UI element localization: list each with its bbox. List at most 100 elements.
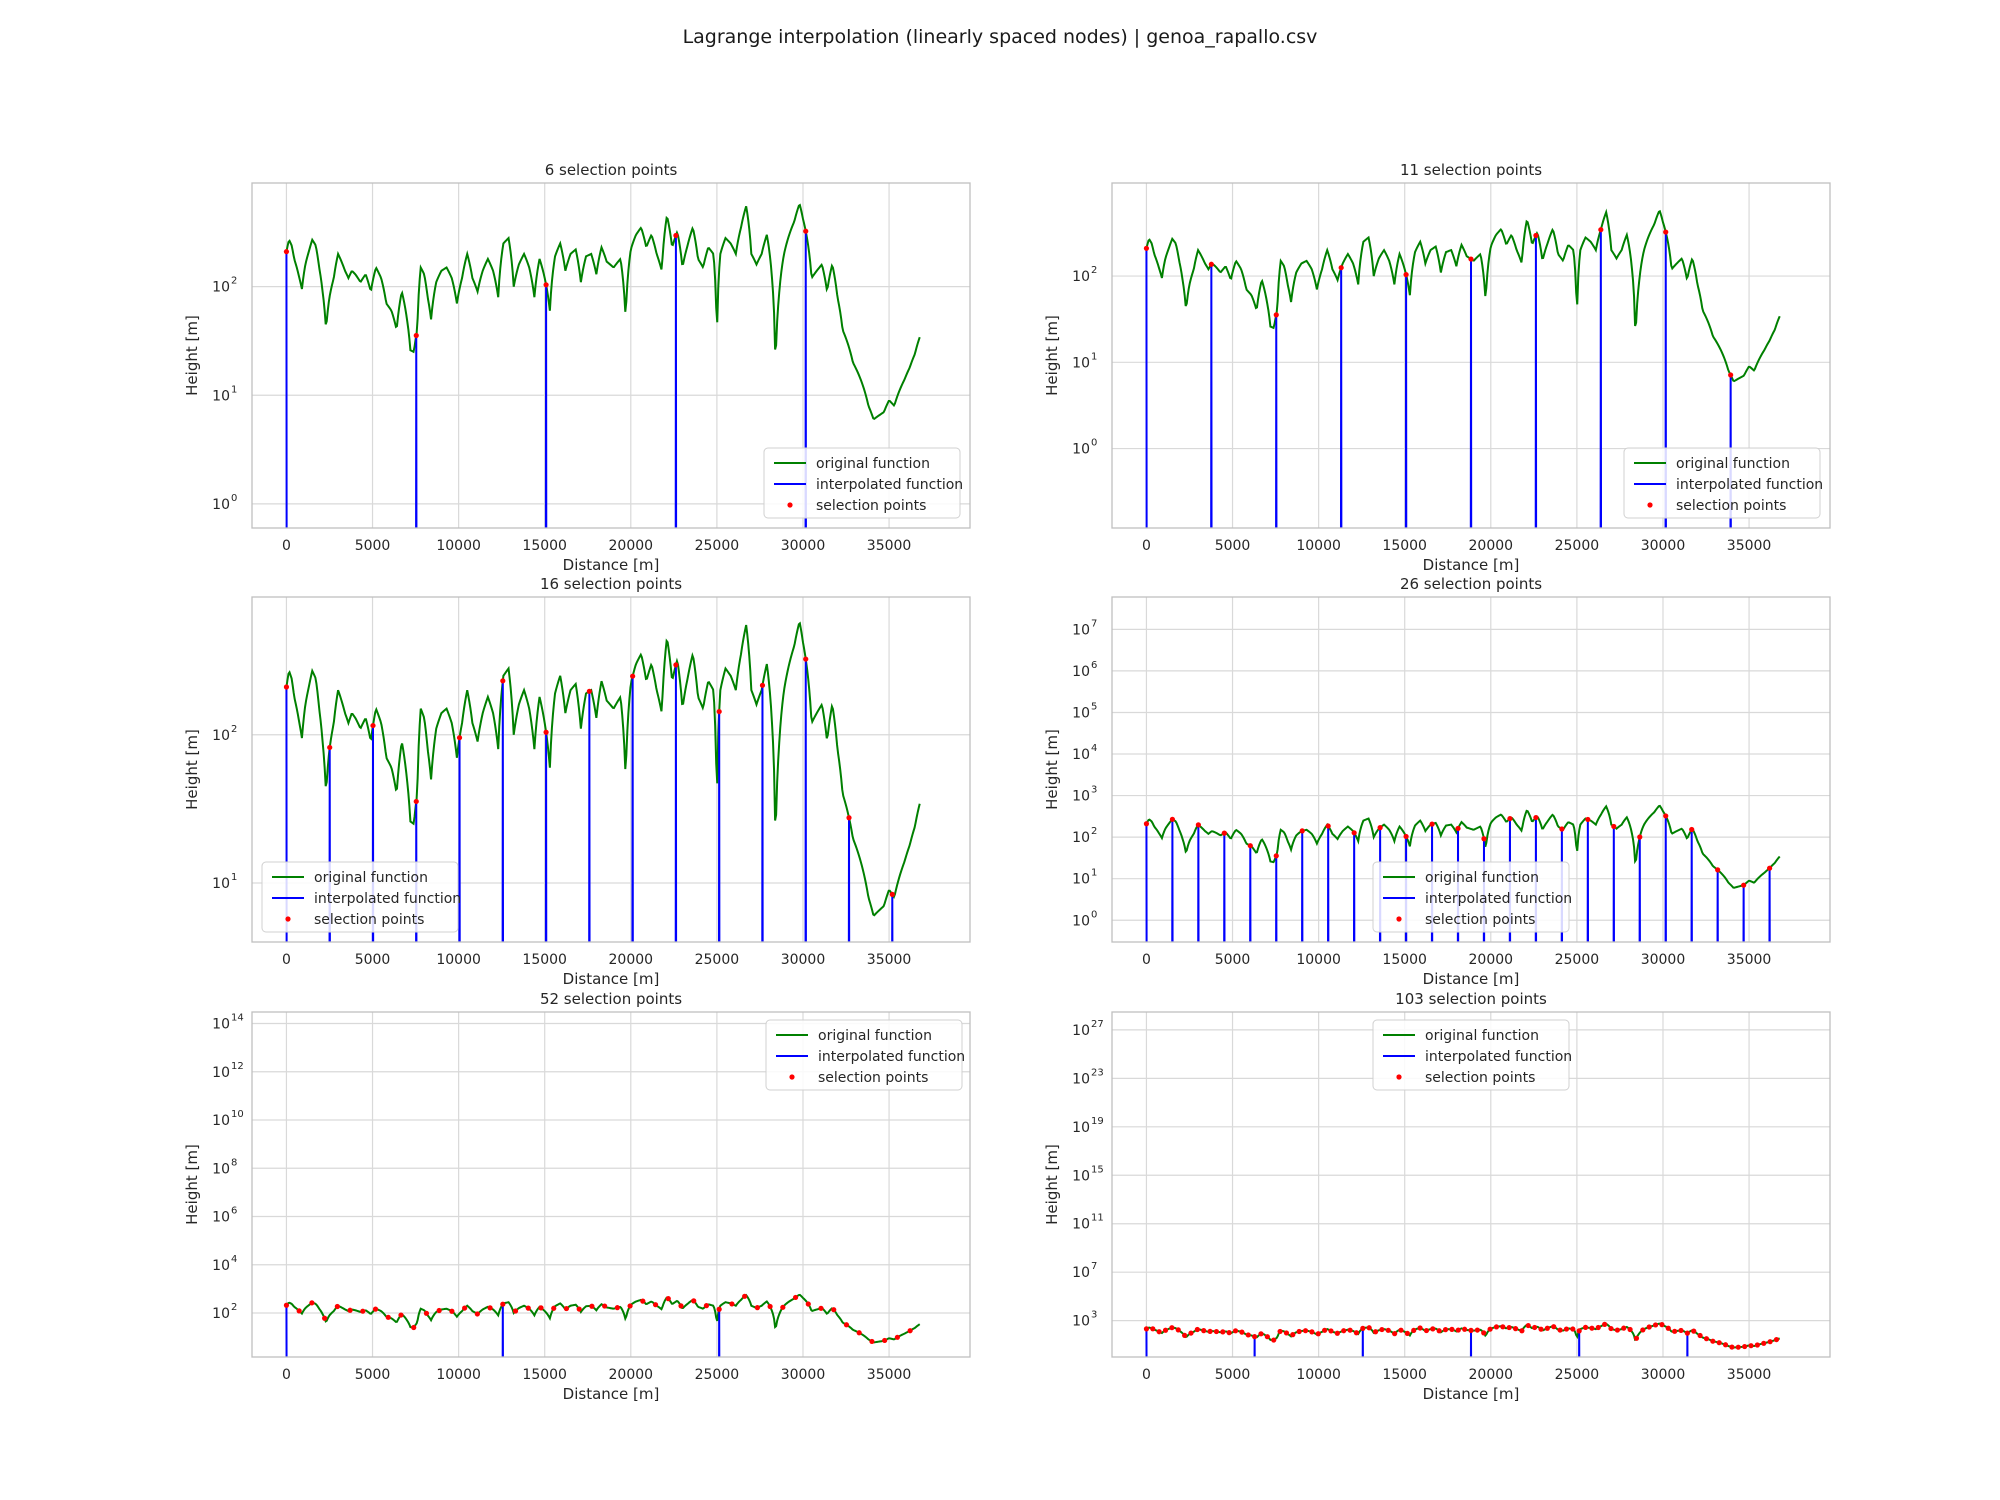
selection-point: [1533, 814, 1539, 821]
selection-point: [1487, 1326, 1493, 1332]
x-tick-label: 25000: [695, 952, 740, 968]
selection-point: [1182, 1332, 1188, 1339]
y-tick-exponent: 19: [1091, 1116, 1104, 1127]
selection-point: [1710, 1338, 1716, 1344]
x-tick-label: 25000: [695, 1367, 740, 1383]
selection-point: [1621, 1325, 1627, 1331]
axes-frame: [1111, 182, 1831, 529]
x-tick-label: 35000: [1727, 538, 1772, 554]
plot-area: [1143, 208, 1781, 528]
legend: original function interpolated function se…: [1623, 447, 1823, 519]
selection-point: [1385, 1327, 1391, 1333]
selection-point: [1767, 1339, 1773, 1345]
y-tick-exponent: 3: [1091, 1310, 1097, 1321]
legend-label: selection points: [1425, 1070, 1535, 1086]
selection-point: [1493, 1324, 1500, 1330]
selection-point: [1735, 1344, 1741, 1350]
x-tick-label: 5000: [355, 538, 391, 554]
selection-point: [1252, 1334, 1258, 1340]
y-tick-label: 10: [212, 1017, 230, 1033]
selection-point: [1741, 882, 1747, 888]
selection-point: [933, 0, 938, 3]
selection-point: [1220, 1329, 1226, 1335]
y-tick-exponent: 5: [1091, 701, 1097, 712]
selection-point: [1507, 815, 1513, 822]
x-tick-label: 0: [1142, 1367, 1151, 1383]
selection-point: [525, 1305, 531, 1311]
selection-point: [627, 1303, 633, 1309]
selection-point: [462, 1305, 468, 1311]
selection-point: [1449, 1326, 1455, 1332]
selection-point: [602, 1303, 608, 1309]
selection-point: [1296, 1328, 1302, 1335]
selection-point: [1585, 816, 1591, 823]
legend-label: original function: [1676, 456, 1790, 472]
selection-point: [512, 1308, 519, 1314]
selection-point: [1703, 1336, 1710, 1342]
legend-box: [1623, 447, 1821, 519]
y-axis-label: Height [m]: [1043, 1144, 1061, 1225]
selection-point: [1360, 1325, 1366, 1331]
selection-point: [673, 232, 679, 239]
selection-point: [1150, 1326, 1156, 1332]
selection-point: [1729, 1344, 1735, 1350]
x-tick-label: 35000: [867, 952, 912, 968]
legend-label: selection points: [816, 498, 926, 514]
legend-point-icon: [789, 1074, 795, 1080]
selection-point: [1429, 821, 1435, 827]
selection-point: [1793, 0, 1798, 3]
y-tick-label: 10: [1072, 789, 1090, 805]
selection-point: [1614, 1327, 1620, 1333]
selection-point: [1672, 1328, 1678, 1334]
selection-point: [1748, 1343, 1754, 1349]
axes-frame: [1111, 1011, 1831, 1358]
selection-point: [1722, 1342, 1729, 1348]
selection-point: [1322, 1327, 1328, 1333]
selection-point: [1403, 833, 1409, 840]
legend-box: [765, 1019, 963, 1091]
selection-point: [1162, 1327, 1169, 1333]
figure-title: Lagrange interpolation (linearly spaced …: [682, 26, 1318, 48]
selection-point: [1500, 1324, 1506, 1330]
y-tick-label: 10: [1072, 269, 1090, 285]
x-tick-label: 15000: [522, 538, 567, 554]
y-tick-label: 10: [1072, 705, 1090, 721]
selection-point: [1691, 1328, 1697, 1334]
y-tick-label: 10: [1072, 1023, 1090, 1039]
selection-point: [1271, 1337, 1277, 1343]
y-tick-exponent: 6: [1091, 660, 1097, 671]
selection-point: [792, 1294, 799, 1301]
selection-point: [1302, 1328, 1309, 1334]
legend-box: [763, 447, 961, 519]
x-tick-label: 30000: [1641, 1367, 1686, 1383]
x-axis-label: Distance [m]: [1423, 556, 1520, 574]
plot-area: [1143, 0, 1798, 1357]
selection-point: [398, 1312, 404, 1318]
x-tick-label: 25000: [695, 538, 740, 554]
y-tick-exponent: 2: [231, 1302, 237, 1313]
y-tick-label: 10: [212, 1161, 230, 1177]
selection-point: [652, 1302, 659, 1308]
selection-point: [1689, 826, 1695, 833]
selection-point: [413, 798, 419, 805]
selection-point: [411, 1324, 417, 1331]
selection-point: [1347, 1327, 1353, 1333]
selection-point: [803, 656, 809, 662]
axes-frame: [251, 1011, 971, 1358]
selection-point: [691, 1298, 697, 1304]
selection-point: [1793, 0, 1798, 3]
y-tick-exponent: 7: [1091, 618, 1097, 629]
selection-point: [1194, 1326, 1200, 1333]
selection-point: [1481, 1330, 1487, 1336]
selection-point: [869, 1338, 875, 1345]
legend-point-icon: [285, 916, 291, 922]
x-tick-label: 0: [282, 1367, 291, 1383]
selection-point: [1780, 0, 1785, 3]
selection-point: [1334, 1330, 1340, 1336]
selection-point: [347, 1307, 353, 1313]
selection-point: [754, 1305, 760, 1311]
legend-label: selection points: [818, 1070, 928, 1086]
selection-point: [1637, 834, 1643, 840]
